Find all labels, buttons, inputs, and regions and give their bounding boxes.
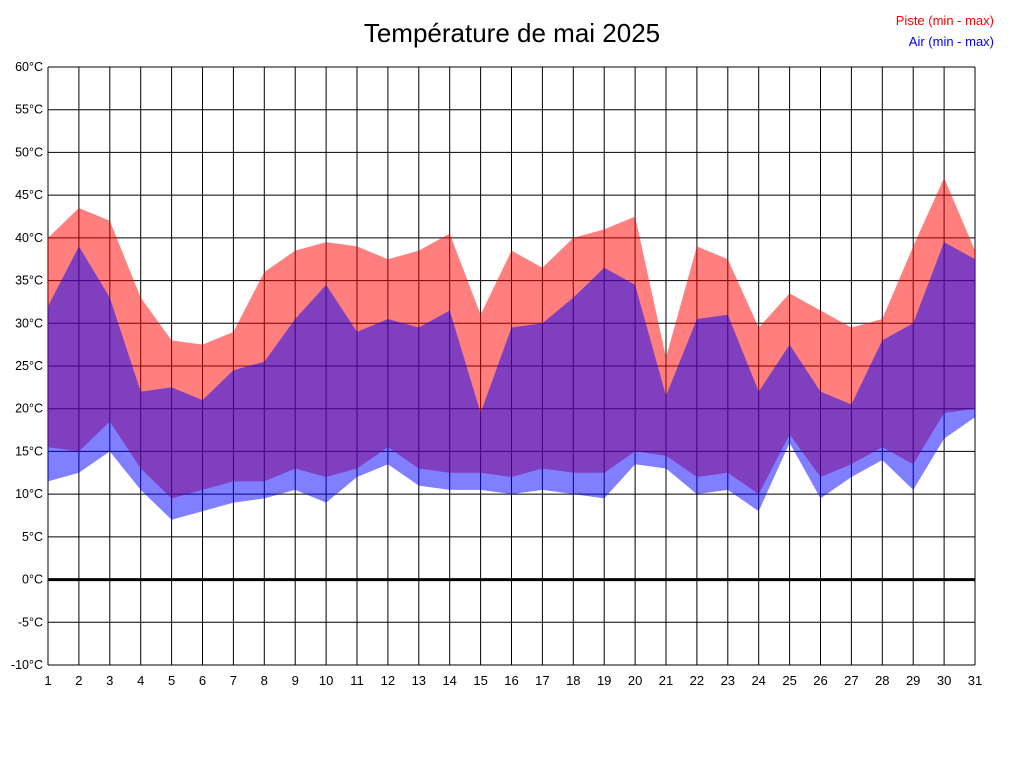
- x-tick-label: 10: [319, 673, 333, 688]
- y-tick-label: 45°C: [15, 188, 43, 202]
- x-tick-label: 16: [504, 673, 518, 688]
- x-tick-label: 31: [968, 673, 982, 688]
- y-axis-labels: 60°C 55°C 50°C 45°C 40°C 35°C 30°C 25°C 20°C 15°C…: [11, 60, 43, 672]
- x-tick-label: 13: [412, 673, 426, 688]
- y-tick-label: 10°C: [15, 487, 43, 501]
- x-tick-label: 20: [628, 673, 642, 688]
- y-tick-label: 55°C: [15, 103, 43, 117]
- chart-title: Température de mai 2025: [363, 18, 661, 48]
- x-tick-label: 14: [442, 673, 456, 688]
- x-axis-labels: 1 2 3 4 5 6 7 8 9 10 11 12 13 14 15 16 17 18 19 20 21 22 23 24 2…: [44, 673, 982, 688]
- x-tick-label: 11: [350, 673, 364, 688]
- x-tick-label: 28: [875, 673, 889, 688]
- x-tick-label: 4: [137, 673, 144, 688]
- y-tick-label: 20°C: [15, 402, 43, 416]
- x-tick-label: 25: [782, 673, 796, 688]
- y-tick-label: 30°C: [15, 316, 43, 330]
- y-tick-label: 25°C: [15, 359, 43, 373]
- legend-air-label: Air (min - max): [908, 34, 994, 50]
- x-tick-label: 9: [292, 673, 299, 688]
- y-tick-label: -5°C: [18, 615, 43, 629]
- x-tick-label: 30: [937, 673, 951, 688]
- x-tick-label: 3: [106, 673, 113, 688]
- y-tick-label: 50°C: [15, 145, 43, 159]
- x-tick-label: 26: [813, 673, 827, 688]
- y-tick-label: 5°C: [22, 530, 43, 544]
- x-tick-label: 1: [44, 673, 51, 688]
- x-tick-label: 22: [690, 673, 704, 688]
- y-tick-label: 40°C: [15, 231, 43, 245]
- air-minmax-band: [48, 242, 975, 520]
- x-tick-label: 12: [381, 673, 395, 688]
- x-tick-label: 18: [566, 673, 580, 688]
- y-tick-label: 15°C: [15, 444, 43, 458]
- x-tick-label: 2: [75, 673, 82, 688]
- x-tick-label: 21: [659, 673, 673, 688]
- x-tick-label: 24: [751, 673, 765, 688]
- chart-legend: Piste (min - max) Air (min - max): [896, 10, 994, 53]
- y-tick-label: 35°C: [15, 274, 43, 288]
- x-tick-label: 15: [473, 673, 487, 688]
- x-tick-label: 27: [844, 673, 858, 688]
- x-tick-label: 8: [261, 673, 268, 688]
- y-tick-label: 60°C: [15, 60, 43, 74]
- x-tick-label: 19: [597, 673, 611, 688]
- legend-piste-label: Piste (min - max): [895, 13, 994, 28]
- y-tick-label: -10°C: [11, 658, 43, 672]
- x-tick-label: 23: [721, 673, 735, 688]
- x-tick-label: 7: [230, 673, 237, 688]
- x-tick-label: 29: [906, 673, 920, 688]
- y-tick-label: 0°C: [22, 573, 43, 587]
- x-tick-label: 17: [535, 673, 549, 688]
- x-tick-label: 5: [168, 673, 175, 688]
- x-tick-label: 6: [199, 673, 206, 688]
